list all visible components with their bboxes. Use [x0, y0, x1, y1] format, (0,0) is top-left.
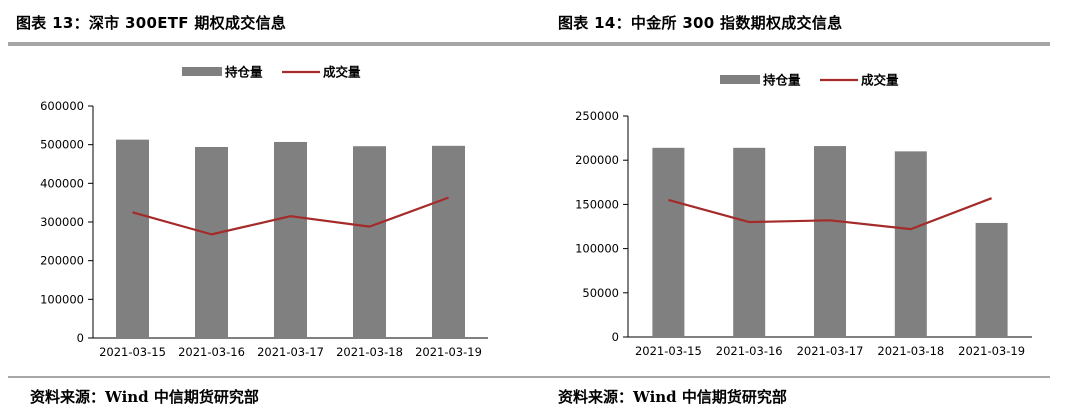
x-tick-label: 2021-03-19 [958, 344, 1025, 358]
figure-14-top-rule [510, 42, 1050, 46]
y-tick-label: 150000 [575, 197, 619, 211]
bar [116, 139, 149, 338]
x-tick-label: 2021-03-18 [336, 345, 403, 359]
x-tick-label: 2021-03-15 [635, 344, 702, 358]
bar [733, 147, 766, 337]
x-tick-label: 2021-03-18 [877, 344, 944, 358]
bar [975, 222, 1008, 337]
figure-14-bottom-rule [510, 376, 1050, 378]
x-tick-label: 2021-03-16 [178, 345, 245, 359]
x-tick-label: 2021-03-17 [797, 344, 864, 358]
bar [353, 146, 386, 338]
figure-13-source: 资料来源：Wind 中信期货研究部 [30, 388, 259, 406]
figure-13-bottom-rule [8, 376, 524, 378]
series-line [668, 197, 992, 231]
y-tick-label: 200000 [40, 254, 84, 268]
legend-label-bar: 持仓量 [763, 73, 801, 88]
legend-label-line: 成交量 [323, 65, 361, 80]
y-tick-label: 200000 [575, 153, 619, 167]
y-tick-label: 600000 [40, 99, 84, 113]
figure-14-title: 图表 14：中金所 300 指数期权成交信息 [558, 14, 843, 32]
y-tick-label: 0 [612, 330, 619, 344]
figure-14-source: 资料来源：Wind 中信期货研究部 [558, 388, 787, 406]
legend: 持仓量 成交量 [720, 73, 899, 88]
x-tick-label: 2021-03-15 [99, 345, 166, 359]
y-tick-label: 400000 [40, 176, 84, 190]
x-tick-label: 2021-03-19 [415, 345, 482, 359]
y-tick-label: 100000 [575, 242, 619, 256]
figure-13-top-rule [8, 42, 524, 46]
y-tick-label: 0 [77, 331, 84, 345]
bar [274, 141, 307, 338]
figure-13-panel: 图表 13：深市 300ETF 期权成交信息 0 100000 200000 3000… [8, 14, 524, 406]
bar [652, 147, 685, 337]
legend-swatch-bar [720, 75, 760, 84]
y-tick-label: 300000 [40, 215, 84, 229]
figure-13-chart: 0 100000 200000 300000 400000 500000 600000 202… [40, 65, 488, 359]
series-line [132, 196, 449, 236]
bar [814, 146, 846, 337]
bar [195, 146, 228, 338]
bar [432, 145, 465, 338]
bar [894, 151, 927, 337]
figure-14-panel: 图表 14：中金所 300 指数期权成交信息 0 50000 100000 15000… [510, 0, 1080, 413]
y-tick-label: 250000 [575, 109, 619, 123]
y-tick-label: 50000 [582, 286, 619, 300]
legend-swatch-bar [182, 67, 222, 76]
y-tick-label: 100000 [40, 292, 84, 306]
legend-label-line: 成交量 [861, 73, 899, 88]
legend-label-bar: 持仓量 [225, 65, 263, 80]
x-tick-label: 2021-03-16 [716, 344, 783, 358]
figure-13-title: 图表 13：深市 300ETF 期权成交信息 [16, 14, 287, 32]
x-tick-label: 2021-03-17 [257, 345, 324, 359]
y-tick-label: 500000 [40, 138, 84, 152]
figure-14-chart: 0 50000 100000 150000 200000 250000 2021-03-15… [575, 73, 1032, 358]
legend: 持仓量 成交量 [182, 65, 361, 80]
